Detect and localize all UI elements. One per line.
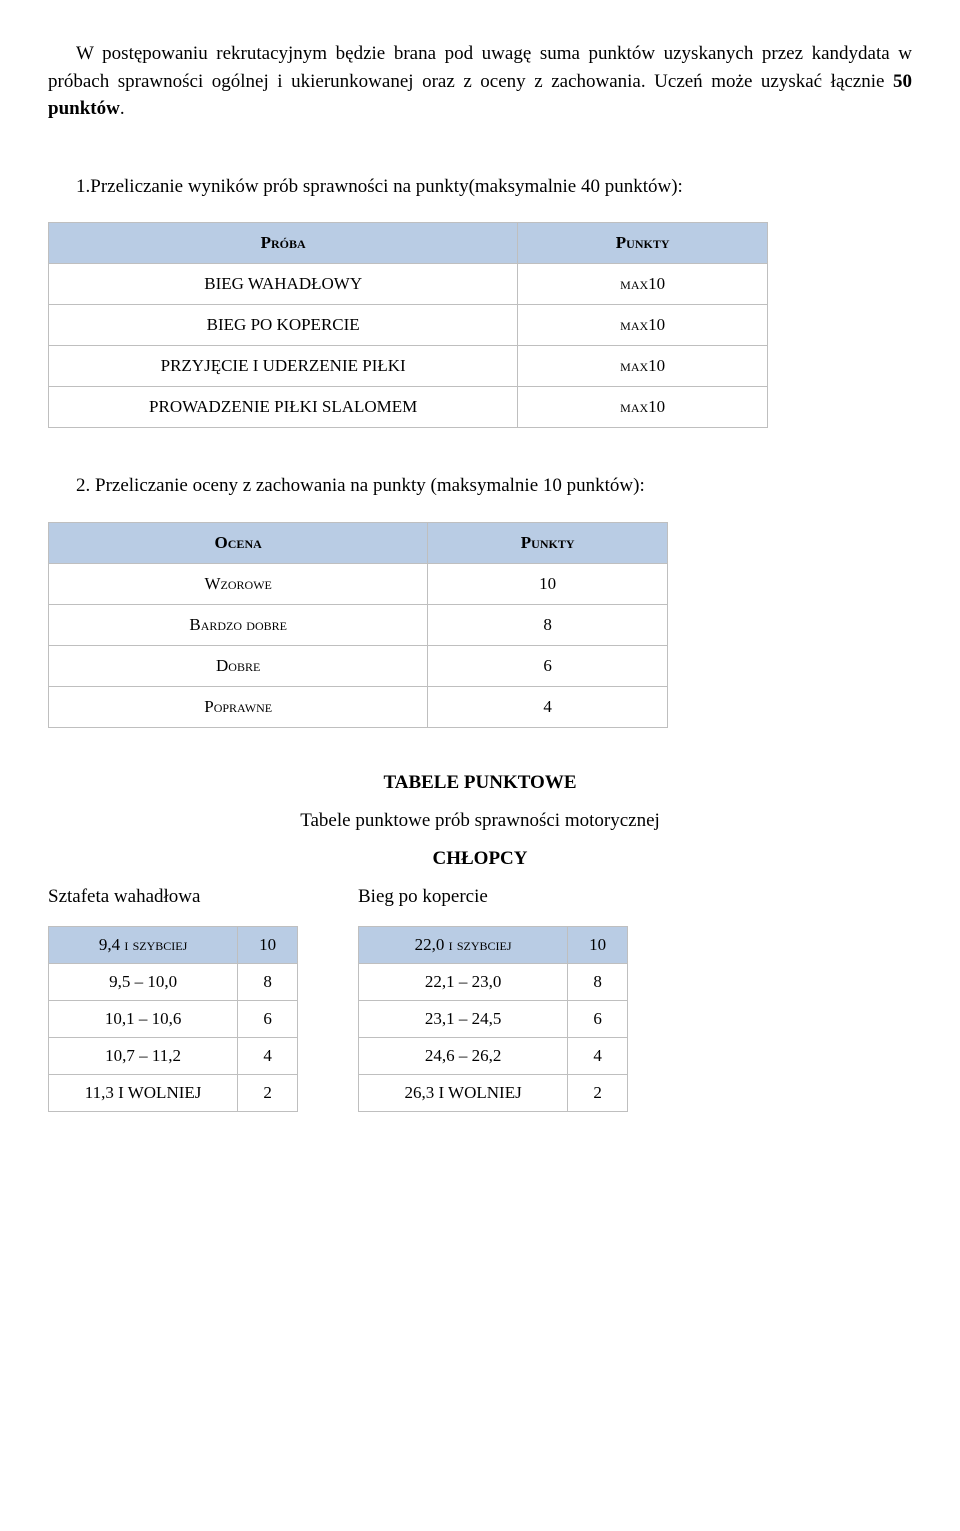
table-row: 22,0 i szybciej10: [359, 926, 628, 963]
row-label: 10,1 – 10,6: [49, 1000, 238, 1037]
row-label: 24,6 – 26,2: [359, 1037, 568, 1074]
left-table-title: Sztafeta wahadłowa: [48, 886, 298, 908]
row-label: 9,4 i szybciej: [49, 926, 238, 963]
two-column-tables: Sztafeta wahadłowa 9,4 i szybciej109,5 –…: [48, 886, 912, 1112]
table-row: 23,1 – 24,56: [359, 1000, 628, 1037]
row-label: 11,3 I WOLNIEJ: [49, 1074, 238, 1111]
row-value: 6: [238, 1000, 298, 1037]
table-ocena-punkty: Ocena Punkty Wzorowe10Bardzo dobre8Dobre…: [48, 522, 668, 728]
table-row: 9,4 i szybciej10: [49, 926, 298, 963]
row-label: 22,0 i szybciej: [359, 926, 568, 963]
row-label: BIEG WAHADŁOWY: [49, 264, 518, 305]
row-value: 4: [568, 1037, 628, 1074]
table-bieg-kopercie: 22,0 i szybciej1022,1 – 23,0823,1 – 24,5…: [358, 926, 628, 1112]
table-row: Dobre6: [49, 645, 668, 686]
right-column: Bieg po kopercie 22,0 i szybciej1022,1 –…: [358, 886, 628, 1112]
table-row: 9,5 – 10,08: [49, 963, 298, 1000]
row-value: 4: [238, 1037, 298, 1074]
table-row: 10,7 – 11,24: [49, 1037, 298, 1074]
table-row: 24,6 – 26,24: [359, 1037, 628, 1074]
row-value: 2: [238, 1074, 298, 1111]
row-value: max10: [518, 264, 768, 305]
row-value: max10: [518, 305, 768, 346]
row-value: 8: [428, 604, 668, 645]
section2-lead: 2. Przeliczanie oceny z zachowania na pu…: [48, 472, 912, 500]
row-label: BIEG PO KOPERCIE: [49, 305, 518, 346]
col-punkty: Punkty: [518, 223, 768, 264]
table-row: BIEG PO KOPERCIEmax10: [49, 305, 768, 346]
table-row: Bardzo dobre8: [49, 604, 668, 645]
table-row: 22,1 – 23,08: [359, 963, 628, 1000]
table-row: Poprawne4: [49, 686, 668, 727]
tables-title: TABELE PUNKTOWE: [48, 772, 912, 794]
row-label: 9,5 – 10,0: [49, 963, 238, 1000]
row-value: 10: [238, 926, 298, 963]
row-label: 26,3 I WOLNIEJ: [359, 1074, 568, 1111]
row-value: 8: [568, 963, 628, 1000]
row-label: Bardzo dobre: [49, 604, 428, 645]
table-row: Wzorowe10: [49, 563, 668, 604]
intro-suffix: .: [120, 98, 125, 119]
table-row: BIEG WAHADŁOWYmax10: [49, 264, 768, 305]
table-row: 11,3 I WOLNIEJ2: [49, 1074, 298, 1111]
tables-subtitle: Tabele punktowe prób sprawności motorycz…: [48, 810, 912, 832]
table-row: 26,3 I WOLNIEJ2: [359, 1074, 628, 1111]
row-label: Dobre: [49, 645, 428, 686]
row-value: max10: [518, 387, 768, 428]
row-value: 6: [428, 645, 668, 686]
row-value: 4: [428, 686, 668, 727]
col-punkty: Punkty: [428, 522, 668, 563]
section1-lead: 1.Przeliczanie wyników prób sprawności n…: [48, 173, 912, 201]
left-column: Sztafeta wahadłowa 9,4 i szybciej109,5 –…: [48, 886, 298, 1112]
row-value: 8: [238, 963, 298, 1000]
col-proba: Próba: [49, 223, 518, 264]
row-label: Poprawne: [49, 686, 428, 727]
row-value: 10: [428, 563, 668, 604]
table-proba-punkty: Próba Punkty BIEG WAHADŁOWYmax10BIEG PO …: [48, 222, 768, 428]
col-ocena: Ocena: [49, 522, 428, 563]
row-label: 23,1 – 24,5: [359, 1000, 568, 1037]
table-header-row: Próba Punkty: [49, 223, 768, 264]
row-value: 10: [568, 926, 628, 963]
row-label: PRZYJĘCIE I UDERZENIE PIŁKI: [49, 346, 518, 387]
row-value: max10: [518, 346, 768, 387]
row-label: PROWADZENIE PIŁKI SLALOMEM: [49, 387, 518, 428]
table-row: 10,1 – 10,66: [49, 1000, 298, 1037]
row-label: Wzorowe: [49, 563, 428, 604]
row-label: 22,1 – 23,0: [359, 963, 568, 1000]
right-table-title: Bieg po kopercie: [358, 886, 628, 908]
table-sztafeta: 9,4 i szybciej109,5 – 10,0810,1 – 10,661…: [48, 926, 298, 1112]
row-value: 2: [568, 1074, 628, 1111]
intro-text: W postępowaniu rekrutacyjnym będzie bran…: [48, 43, 912, 92]
row-label: 10,7 – 11,2: [49, 1037, 238, 1074]
table-row: PROWADZENIE PIŁKI SLALOMEMmax10: [49, 387, 768, 428]
table-row: PRZYJĘCIE I UDERZENIE PIŁKImax10: [49, 346, 768, 387]
tables-group: CHŁOPCY: [48, 848, 912, 870]
intro-paragraph: W postępowaniu rekrutacyjnym będzie bran…: [48, 40, 912, 123]
row-value: 6: [568, 1000, 628, 1037]
table-header-row: Ocena Punkty: [49, 522, 668, 563]
